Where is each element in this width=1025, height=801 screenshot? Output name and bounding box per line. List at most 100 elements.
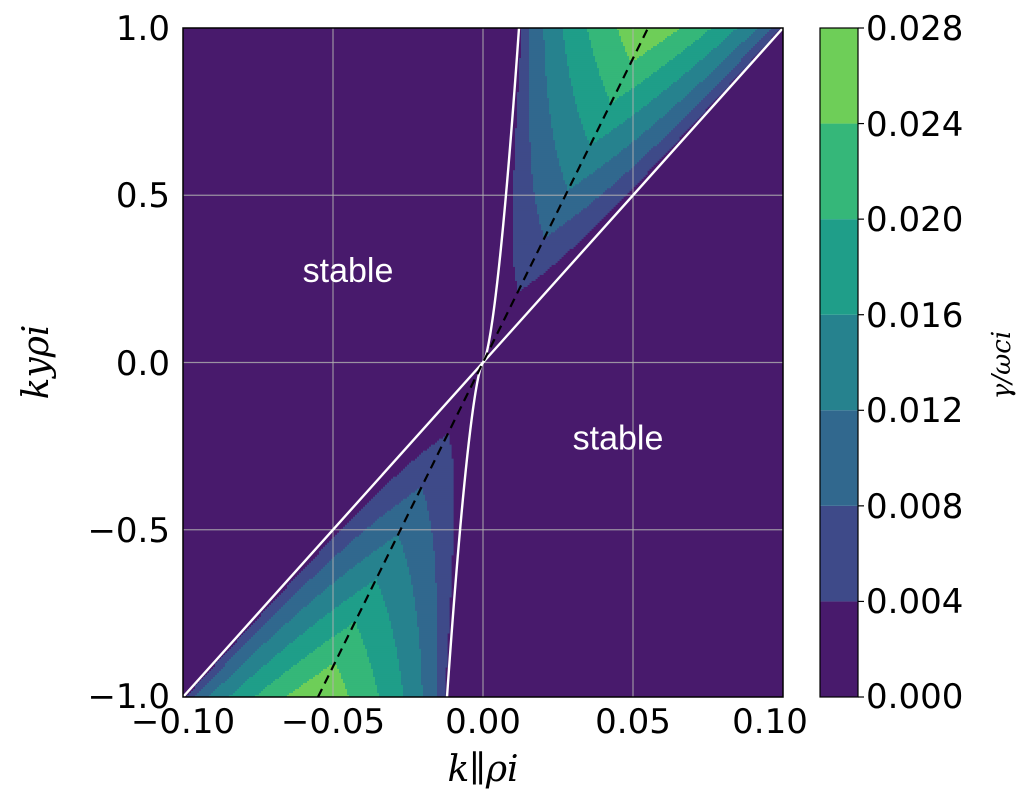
contour-band-cell [515,130,530,133]
contour-band-cell [699,82,720,85]
y-tick-labels: 1.0 0.5 0.0 −0.5 −1.0 [87,9,170,717]
contour-band-cell [533,182,566,185]
contour-band-cell [513,264,552,267]
contour-band-cell [577,110,640,113]
contour-band-cell [529,94,548,97]
contour-band-cell [369,500,402,504]
contour-band-cell [569,74,600,77]
contour-band-cell [545,54,568,57]
contour-band-cell [515,148,532,151]
contour-band-cell [231,674,254,678]
contour-band-cell [599,70,658,73]
contour-band-cell [549,102,576,105]
contour-band-cell [529,120,552,123]
contour-band-cell [621,176,644,179]
contour-band-cell [703,98,716,101]
contour-band-cell [695,40,724,43]
contour-band-cell [567,60,596,63]
contour-band-cell [513,198,536,201]
contour-band-cell [379,490,416,494]
contour-band-cell [279,608,302,612]
contour-band-cell [437,626,450,630]
contour-band-cell [383,596,416,600]
y-tick-label: 0.0 [116,344,170,384]
contour-band-cell [299,634,336,638]
contour-band-cell [723,60,742,63]
contour-band-cell [567,220,600,223]
contour-band-cell [309,562,328,566]
contour-band-cell [227,660,246,664]
contour-band-cell [261,614,274,618]
contour-band-cell [435,556,452,560]
contour-band-cell [255,650,282,654]
contour-band-cell [707,54,730,57]
contour-band-cell [533,190,606,193]
contour-band-cell [551,126,584,129]
contour-band-cell [437,586,452,590]
contour-band-cell [569,72,600,75]
contour-band-cell [255,672,284,676]
contour-band-cell [265,608,280,612]
contour-band-cell [545,50,566,53]
contour-band-cell [635,86,670,89]
contour-band-cell [529,134,554,137]
contour-band-cell [577,108,642,111]
contour-band-cell [517,122,530,125]
contour-band-cell [345,572,410,576]
contour-band-cell [747,52,758,55]
contour-band-cell [555,140,590,143]
contour-band-cell [397,650,422,654]
contour-band-cell [529,136,554,139]
contour-band-cell [391,538,400,542]
contour-band-cell [519,74,530,77]
contour-band-cell [377,690,404,694]
contour-band-cell [437,654,448,658]
contour-band-cell [421,660,438,664]
contour-band-cell [341,630,360,634]
contour-band-cell [513,214,540,217]
contour-band-cell [681,76,708,79]
contour-band-cell [275,654,308,658]
contour-band-cell [661,66,694,69]
contour-band-cell [587,28,618,31]
contour-band-cell [393,630,420,634]
contour-band-cell [513,210,538,213]
contour-band-cell [411,574,436,578]
contour-band-cell [329,540,352,544]
contour-band-cell [729,54,746,57]
contour-band-cell [531,162,560,165]
contour-band-cell [737,46,754,49]
contour-band-cell [531,154,558,157]
contour-band-cell [565,52,594,55]
contour-band-cell [437,616,450,620]
contour-band-cell [267,640,294,644]
colorbar-tick-label: 0.020 [866,200,963,240]
contour-band-cell [311,560,330,564]
contour-band-cell [267,606,282,610]
contour-band-cell [297,590,324,594]
contour-band-cell [187,695,196,697]
contour-band-cell [401,542,434,546]
contour-band-cell [437,628,450,632]
contour-band-cell [727,36,750,39]
contour-band-cell [289,620,318,624]
contour-band-cell [543,36,564,39]
contour-band-cell [543,230,556,233]
contour-band-cell [351,540,388,544]
contour-band-cell [325,564,356,568]
contour-band-cell [561,166,602,169]
contour-band-cell [715,68,734,71]
contour-band-cell [377,492,412,496]
contour-band-cell [521,46,530,49]
contour-band-cell [575,98,610,101]
contour-band-cell [537,208,584,211]
contour-band-cell [379,695,404,697]
contour-band-cell [413,594,438,598]
contour-band-cell [591,44,624,47]
contour-band-cell [385,600,416,604]
contour-band-cell [567,58,596,61]
contour-band-cell [607,94,624,97]
contour-band-cell [517,116,530,119]
contour-band-cell [317,646,366,650]
contour-band-cell [205,674,216,678]
